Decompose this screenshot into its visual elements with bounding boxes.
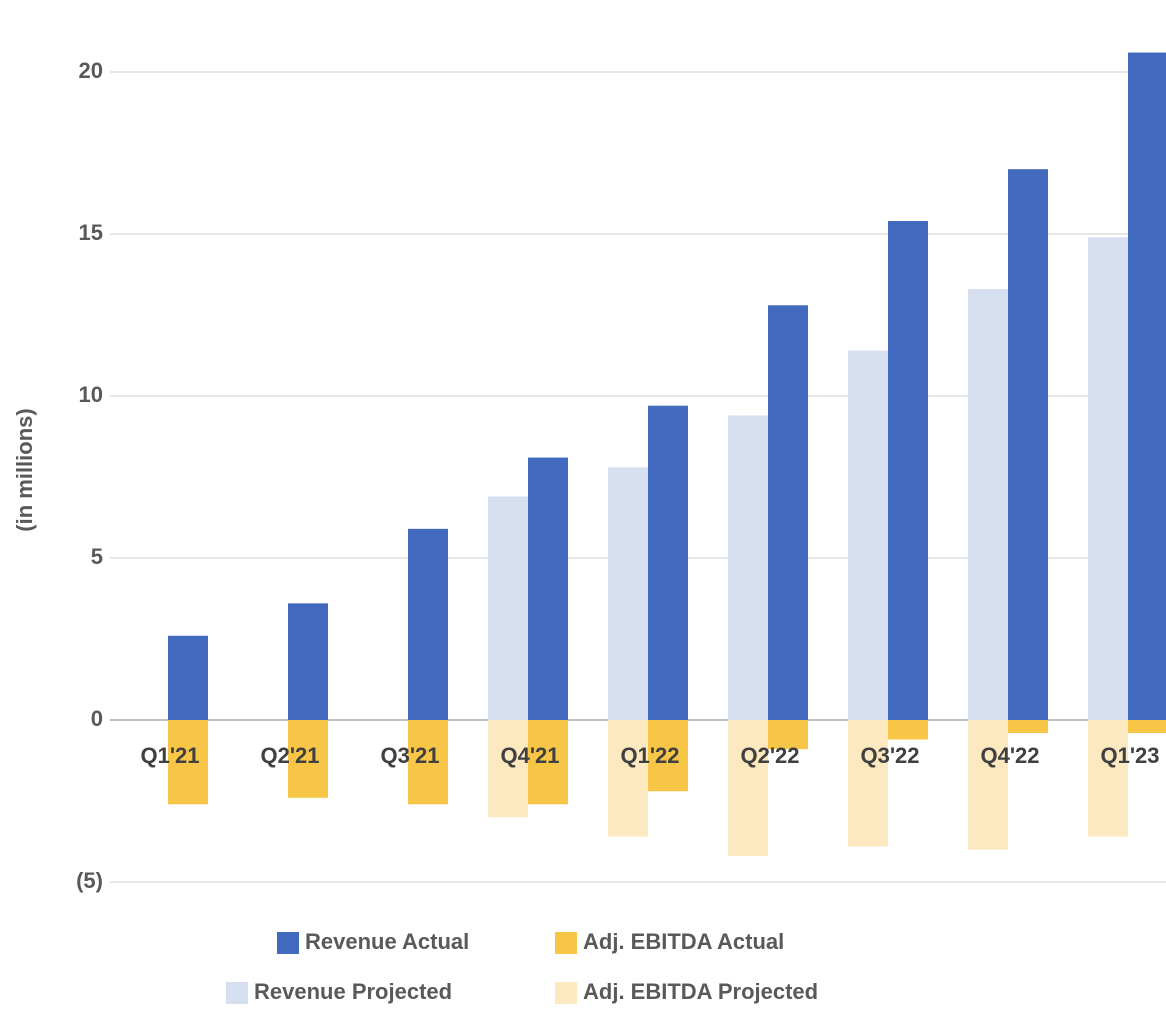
x-tick-label: Q1'22 — [620, 743, 679, 768]
bar — [848, 720, 888, 847]
bar — [1008, 720, 1048, 733]
bar — [408, 528, 448, 720]
bar — [528, 457, 568, 720]
x-tick-label: Q4'22 — [980, 743, 1039, 768]
bar — [968, 720, 1008, 850]
y-tick-label: 20 — [79, 58, 103, 83]
bars — [168, 52, 1166, 857]
bar — [488, 720, 528, 818]
bar — [408, 720, 448, 805]
bar — [1088, 720, 1128, 837]
bar — [848, 350, 888, 720]
y-axis-label: (in millions) — [12, 408, 37, 531]
legend-label: Revenue Projected — [254, 979, 452, 1004]
y-tick-label: 10 — [79, 382, 103, 407]
legend-label: Adj. EBITDA Projected — [583, 979, 818, 1004]
x-tick-label: Q4'21 — [500, 743, 559, 768]
bar — [888, 720, 928, 740]
legend-label: Adj. EBITDA Actual — [583, 929, 784, 954]
bar — [168, 720, 208, 805]
bar — [1008, 169, 1048, 720]
legend-swatch — [555, 932, 577, 954]
bar — [288, 603, 328, 720]
legend-swatch — [226, 982, 248, 1004]
x-tick-label: Q3'22 — [860, 743, 919, 768]
y-tick-label: 5 — [91, 544, 103, 569]
legend-label: Revenue Actual — [305, 929, 469, 954]
bar — [648, 405, 688, 720]
x-tick-label: Q2'21 — [260, 743, 319, 768]
bar — [728, 415, 768, 720]
bar — [608, 467, 648, 720]
y-tick-label: (5) — [76, 868, 103, 893]
legend-swatch — [555, 982, 577, 1004]
bar — [648, 720, 688, 792]
bar — [768, 305, 808, 720]
bar — [968, 289, 1008, 720]
y-tick-label: 15 — [79, 220, 103, 245]
legend-swatch — [277, 932, 299, 954]
bar — [168, 635, 208, 720]
bar — [1128, 720, 1166, 733]
bar — [768, 720, 808, 750]
x-tick-label: Q1'21 — [140, 743, 199, 768]
y-tick-label: 0 — [91, 706, 103, 731]
bar — [608, 720, 648, 837]
x-tick-label: Q2'22 — [740, 743, 799, 768]
bar — [488, 496, 528, 720]
x-tick-label: Q1'23 — [1100, 743, 1159, 768]
bar — [1128, 52, 1166, 721]
bar — [528, 720, 568, 805]
x-tick-label: Q3'21 — [380, 743, 439, 768]
bar — [1088, 237, 1128, 721]
bar — [888, 221, 928, 721]
bar — [288, 720, 328, 798]
bar — [728, 720, 768, 857]
